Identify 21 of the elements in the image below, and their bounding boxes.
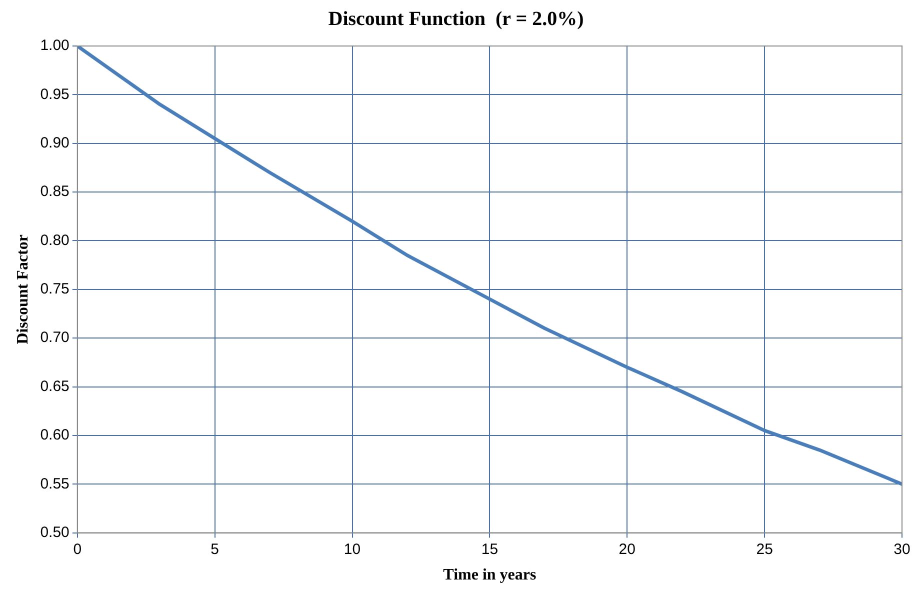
x-tick-label: 10	[344, 540, 361, 558]
x-tick-label: 5	[210, 540, 219, 558]
y-axis-title: Discount Factor	[14, 234, 32, 344]
y-tick-label: 0.75	[40, 280, 70, 298]
x-tick-label: 30	[894, 540, 910, 558]
chart-title: Discount Function (r = 2.0%)	[328, 8, 584, 30]
y-tick-label: 0.90	[40, 134, 70, 152]
y-tick-label: 0.70	[40, 329, 70, 346]
y-tick-label: 0.50	[40, 524, 70, 541]
y-tick-label: 0.85	[40, 183, 70, 200]
y-tick-label: 0.65	[40, 378, 70, 395]
x-axis-title: Time in years	[443, 566, 536, 584]
y-tick-label: 0.80	[40, 232, 70, 249]
y-tick-label: 0.95	[40, 86, 70, 103]
x-tick-label: 15	[481, 540, 498, 558]
x-tick-label: 0	[73, 540, 82, 558]
x-tick-label: 20	[618, 540, 636, 558]
y-tick-label: 1.00	[40, 37, 70, 54]
x-tick-label: 25	[756, 540, 773, 558]
y-tick-label: 0.60	[40, 426, 70, 444]
y-tick-label: 0.55	[40, 475, 70, 492]
